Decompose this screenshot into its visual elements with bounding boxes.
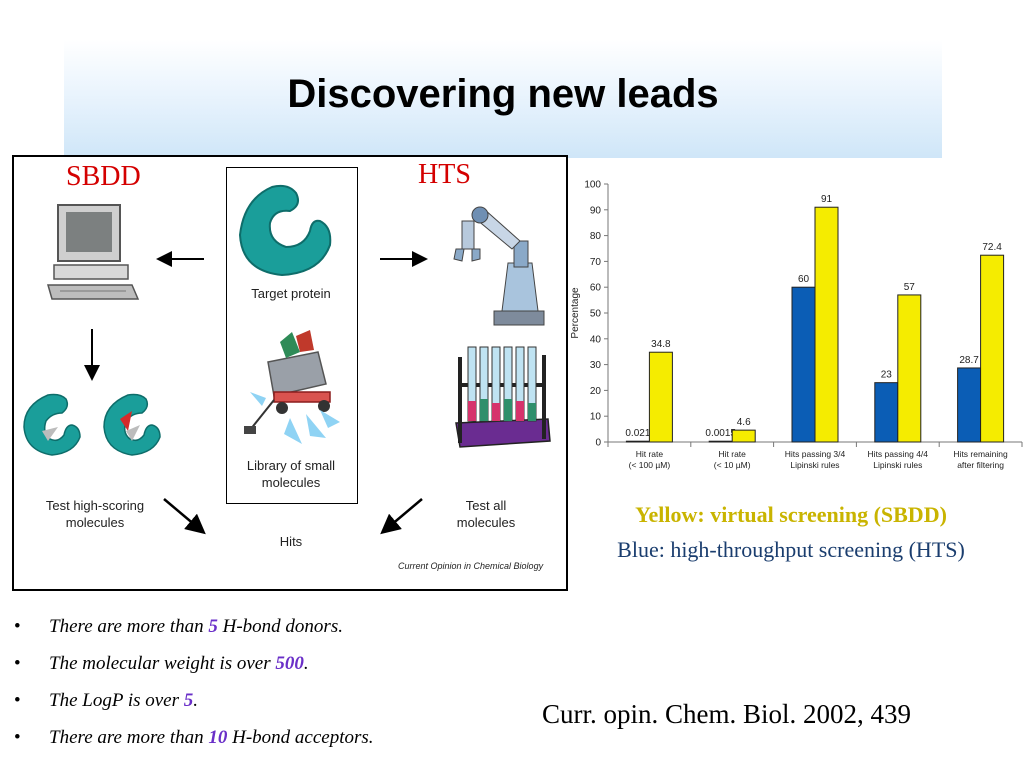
y-tick-label: 0	[595, 438, 601, 449]
bar	[957, 367, 982, 443]
library-label-line2: molecules	[261, 475, 321, 490]
workflow-arrows	[84, 251, 428, 535]
y-tick-label: 80	[590, 231, 602, 242]
test-tubes-rack-icon	[455, 346, 551, 448]
hts-label: HTS	[418, 159, 471, 190]
bullet-item: • The LogP is over 5.	[14, 690, 199, 711]
slide-title: Discovering new leads	[287, 72, 719, 116]
arrow-down-left	[380, 498, 423, 535]
test-all-line1: Test all	[465, 498, 507, 513]
bullet-dot: •	[14, 653, 21, 674]
arrow-down-right	[163, 498, 206, 535]
y-axis-label: Percentage	[570, 287, 581, 339]
bar	[648, 351, 673, 443]
bar-value-label: 91	[821, 194, 833, 205]
citation: Curr. opin. Chem. Biol. 2002, 439	[542, 699, 912, 729]
bar	[980, 254, 1005, 443]
bar-value-label: 57	[904, 282, 916, 293]
y-tick-label: 100	[584, 180, 601, 191]
x-category-label: Hits remaining	[953, 449, 1008, 459]
bullet-dot: •	[14, 690, 21, 711]
x-category-label: (< 100 µM)	[629, 460, 671, 470]
docked-molecules-icon	[23, 393, 161, 456]
x-category-label: Lipinski rules	[790, 460, 839, 470]
bar	[731, 429, 756, 443]
y-tick-label: 20	[590, 386, 602, 397]
test-high-line2: molecules	[65, 515, 125, 530]
bar-value-label: 60	[798, 274, 810, 285]
bar	[897, 294, 922, 443]
bullet-dot: •	[14, 727, 21, 748]
center-box	[226, 167, 358, 504]
bar-value-label: 34.8	[651, 339, 671, 350]
legend-blue: Blue: high-throughput screening (HTS)	[617, 537, 965, 562]
x-category-label: Hit rate	[636, 449, 664, 459]
hits-label: Hits	[279, 534, 303, 549]
bullet-dot: •	[14, 616, 21, 637]
x-category-label: Lipinski rules	[873, 460, 922, 470]
molecule-library-cart-icon	[244, 330, 340, 444]
bar-value-label: 23	[881, 370, 893, 381]
bullet-item: • The molecular weight is over 500.	[14, 653, 309, 674]
bullet-item: • There are more than 5 H-bond donors.	[14, 616, 343, 637]
bar	[791, 286, 816, 443]
robot-arm-icon	[453, 206, 545, 326]
computer-icon	[47, 204, 140, 300]
bar	[625, 440, 650, 443]
legend-yellow: Yellow: virtual screening (SBDD)	[635, 502, 947, 527]
title-band: Discovering new leads	[64, 40, 942, 158]
figure-credit: Current Opinion in Chemical Biology	[398, 561, 544, 571]
test-high-line1: Test high-scoring	[45, 498, 145, 513]
y-tick-label: 90	[590, 205, 602, 216]
y-tick-label: 60	[590, 283, 602, 294]
bar-value-label: 72.4	[982, 242, 1002, 253]
workflow-figure: SBDD HTS Target protein Library of small…	[12, 155, 568, 591]
lipinski-bullets: • There are more than 5 H-bond donors. • T…	[14, 616, 374, 764]
y-tick-label: 50	[590, 309, 602, 320]
target-protein-icon	[238, 184, 332, 277]
y-tick-label: 40	[590, 334, 602, 345]
library-label-line1: Library of small	[246, 458, 336, 473]
x-category-label: after filtering	[957, 460, 1004, 470]
x-category-label: Hits passing 3/4	[785, 449, 846, 459]
y-tick-label: 10	[590, 412, 602, 423]
bar-value-label: 4.6	[737, 417, 751, 428]
bullet-item: • There are more than 10 H-bond acceptors…	[14, 727, 374, 748]
bar	[814, 206, 839, 443]
test-all-line2: molecules	[456, 515, 516, 530]
bar-value-label: 0.021	[625, 428, 650, 439]
x-category-label: (< 10 µM)	[714, 460, 751, 470]
y-tick-label: 70	[590, 257, 602, 268]
x-category-label: Hit rate	[718, 449, 746, 459]
bar	[874, 382, 899, 443]
bar-value-label: 0.0015	[705, 428, 736, 439]
hit-rate-bar-chart: 0 10 20 30 40 50 60 70 80 90 100 Percentage 0.021 34.…	[570, 180, 1023, 470]
y-tick-label: 30	[590, 360, 602, 371]
target-protein-label: Target protein	[251, 286, 331, 301]
bar	[708, 440, 733, 443]
x-category-label: Hits passing 4/4	[868, 449, 929, 459]
bar-value-label: 28.7	[959, 355, 979, 366]
sbdd-label: SBDD	[66, 161, 141, 192]
